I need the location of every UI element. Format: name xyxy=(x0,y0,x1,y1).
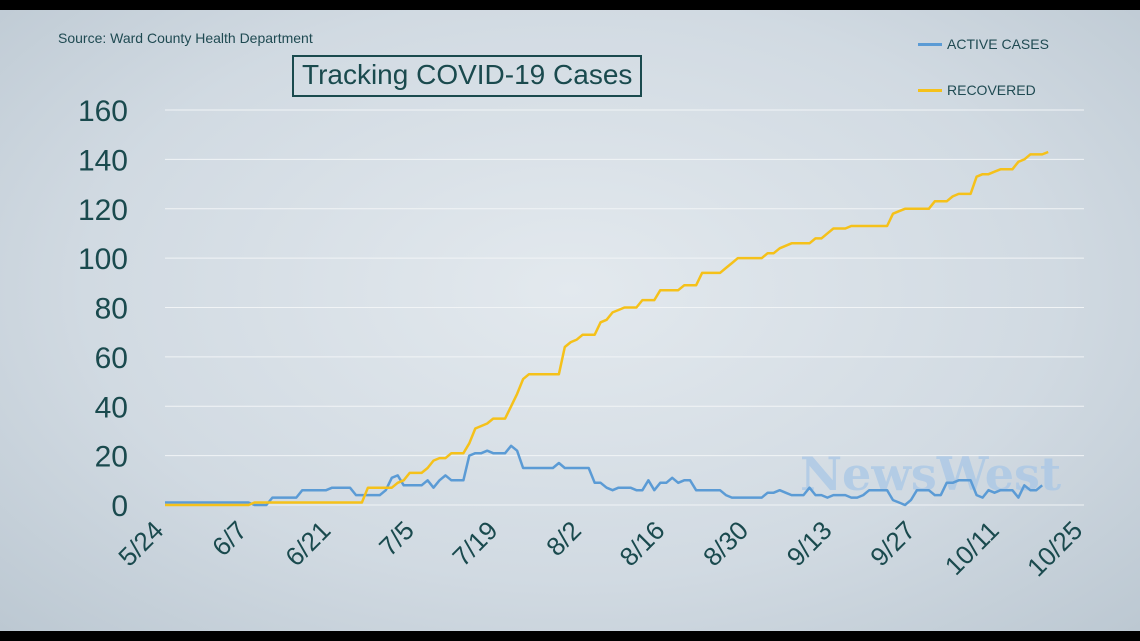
legend-item-active: ACTIVE CASES xyxy=(918,34,1049,54)
grid xyxy=(165,109,1084,506)
legend-item-recovered: RECOVERED xyxy=(918,80,1036,100)
x-axis-ticks: 5/24 6/7 6/21 7/5 7/19 8/2 8/16 8/30 9/13 9/27 10/… xyxy=(112,515,1088,582)
x-tick-label: 7/5 xyxy=(373,515,420,562)
chart-frame: Source: Ward County Health Department Tr… xyxy=(0,10,1140,631)
y-axis-ticks: 0 20 40 60 80 100 120 140 160 xyxy=(78,95,128,523)
x-tick-label: 6/7 xyxy=(206,515,253,562)
x-tick-label: 8/2 xyxy=(540,515,587,562)
y-tick-label: 0 xyxy=(111,490,128,523)
x-tick-label: 9/13 xyxy=(781,515,838,572)
x-tick-label: 7/19 xyxy=(446,515,503,572)
y-tick-label: 20 xyxy=(95,441,128,474)
legend-swatch-active xyxy=(918,42,942,46)
legend-swatch-recovered xyxy=(918,88,942,92)
source-caption: Source: Ward County Health Department xyxy=(58,30,313,46)
x-tick-label: 5/24 xyxy=(112,515,169,572)
line-chart: 0 20 40 60 80 100 120 140 160 5/24 6/7 6/21 7/5 7/19… xyxy=(78,95,1088,582)
x-tick-label: 6/21 xyxy=(279,515,336,572)
y-tick-label: 80 xyxy=(95,293,128,326)
x-tick-label: 10/11 xyxy=(939,515,1005,581)
legend-label-recovered: RECOVERED xyxy=(947,82,1036,98)
x-tick-label: 9/27 xyxy=(864,515,921,572)
y-tick-label: 100 xyxy=(78,243,128,276)
series-line-active-cases xyxy=(165,444,1043,507)
y-tick-label: 120 xyxy=(78,194,128,227)
y-tick-label: 60 xyxy=(95,342,128,375)
y-tick-label: 40 xyxy=(95,391,128,424)
x-tick-label: 8/30 xyxy=(697,515,754,572)
x-tick-label: 8/16 xyxy=(614,515,671,572)
legend-label-active: ACTIVE CASES xyxy=(947,36,1049,52)
y-tick-label: 140 xyxy=(78,144,128,177)
chart-title: Tracking COVID-19 Cases xyxy=(292,55,643,97)
series-lines xyxy=(165,150,1049,507)
x-tick-label: 10/25 xyxy=(1021,515,1088,582)
series-line-recovered xyxy=(165,150,1049,507)
y-tick-label: 160 xyxy=(78,95,128,128)
